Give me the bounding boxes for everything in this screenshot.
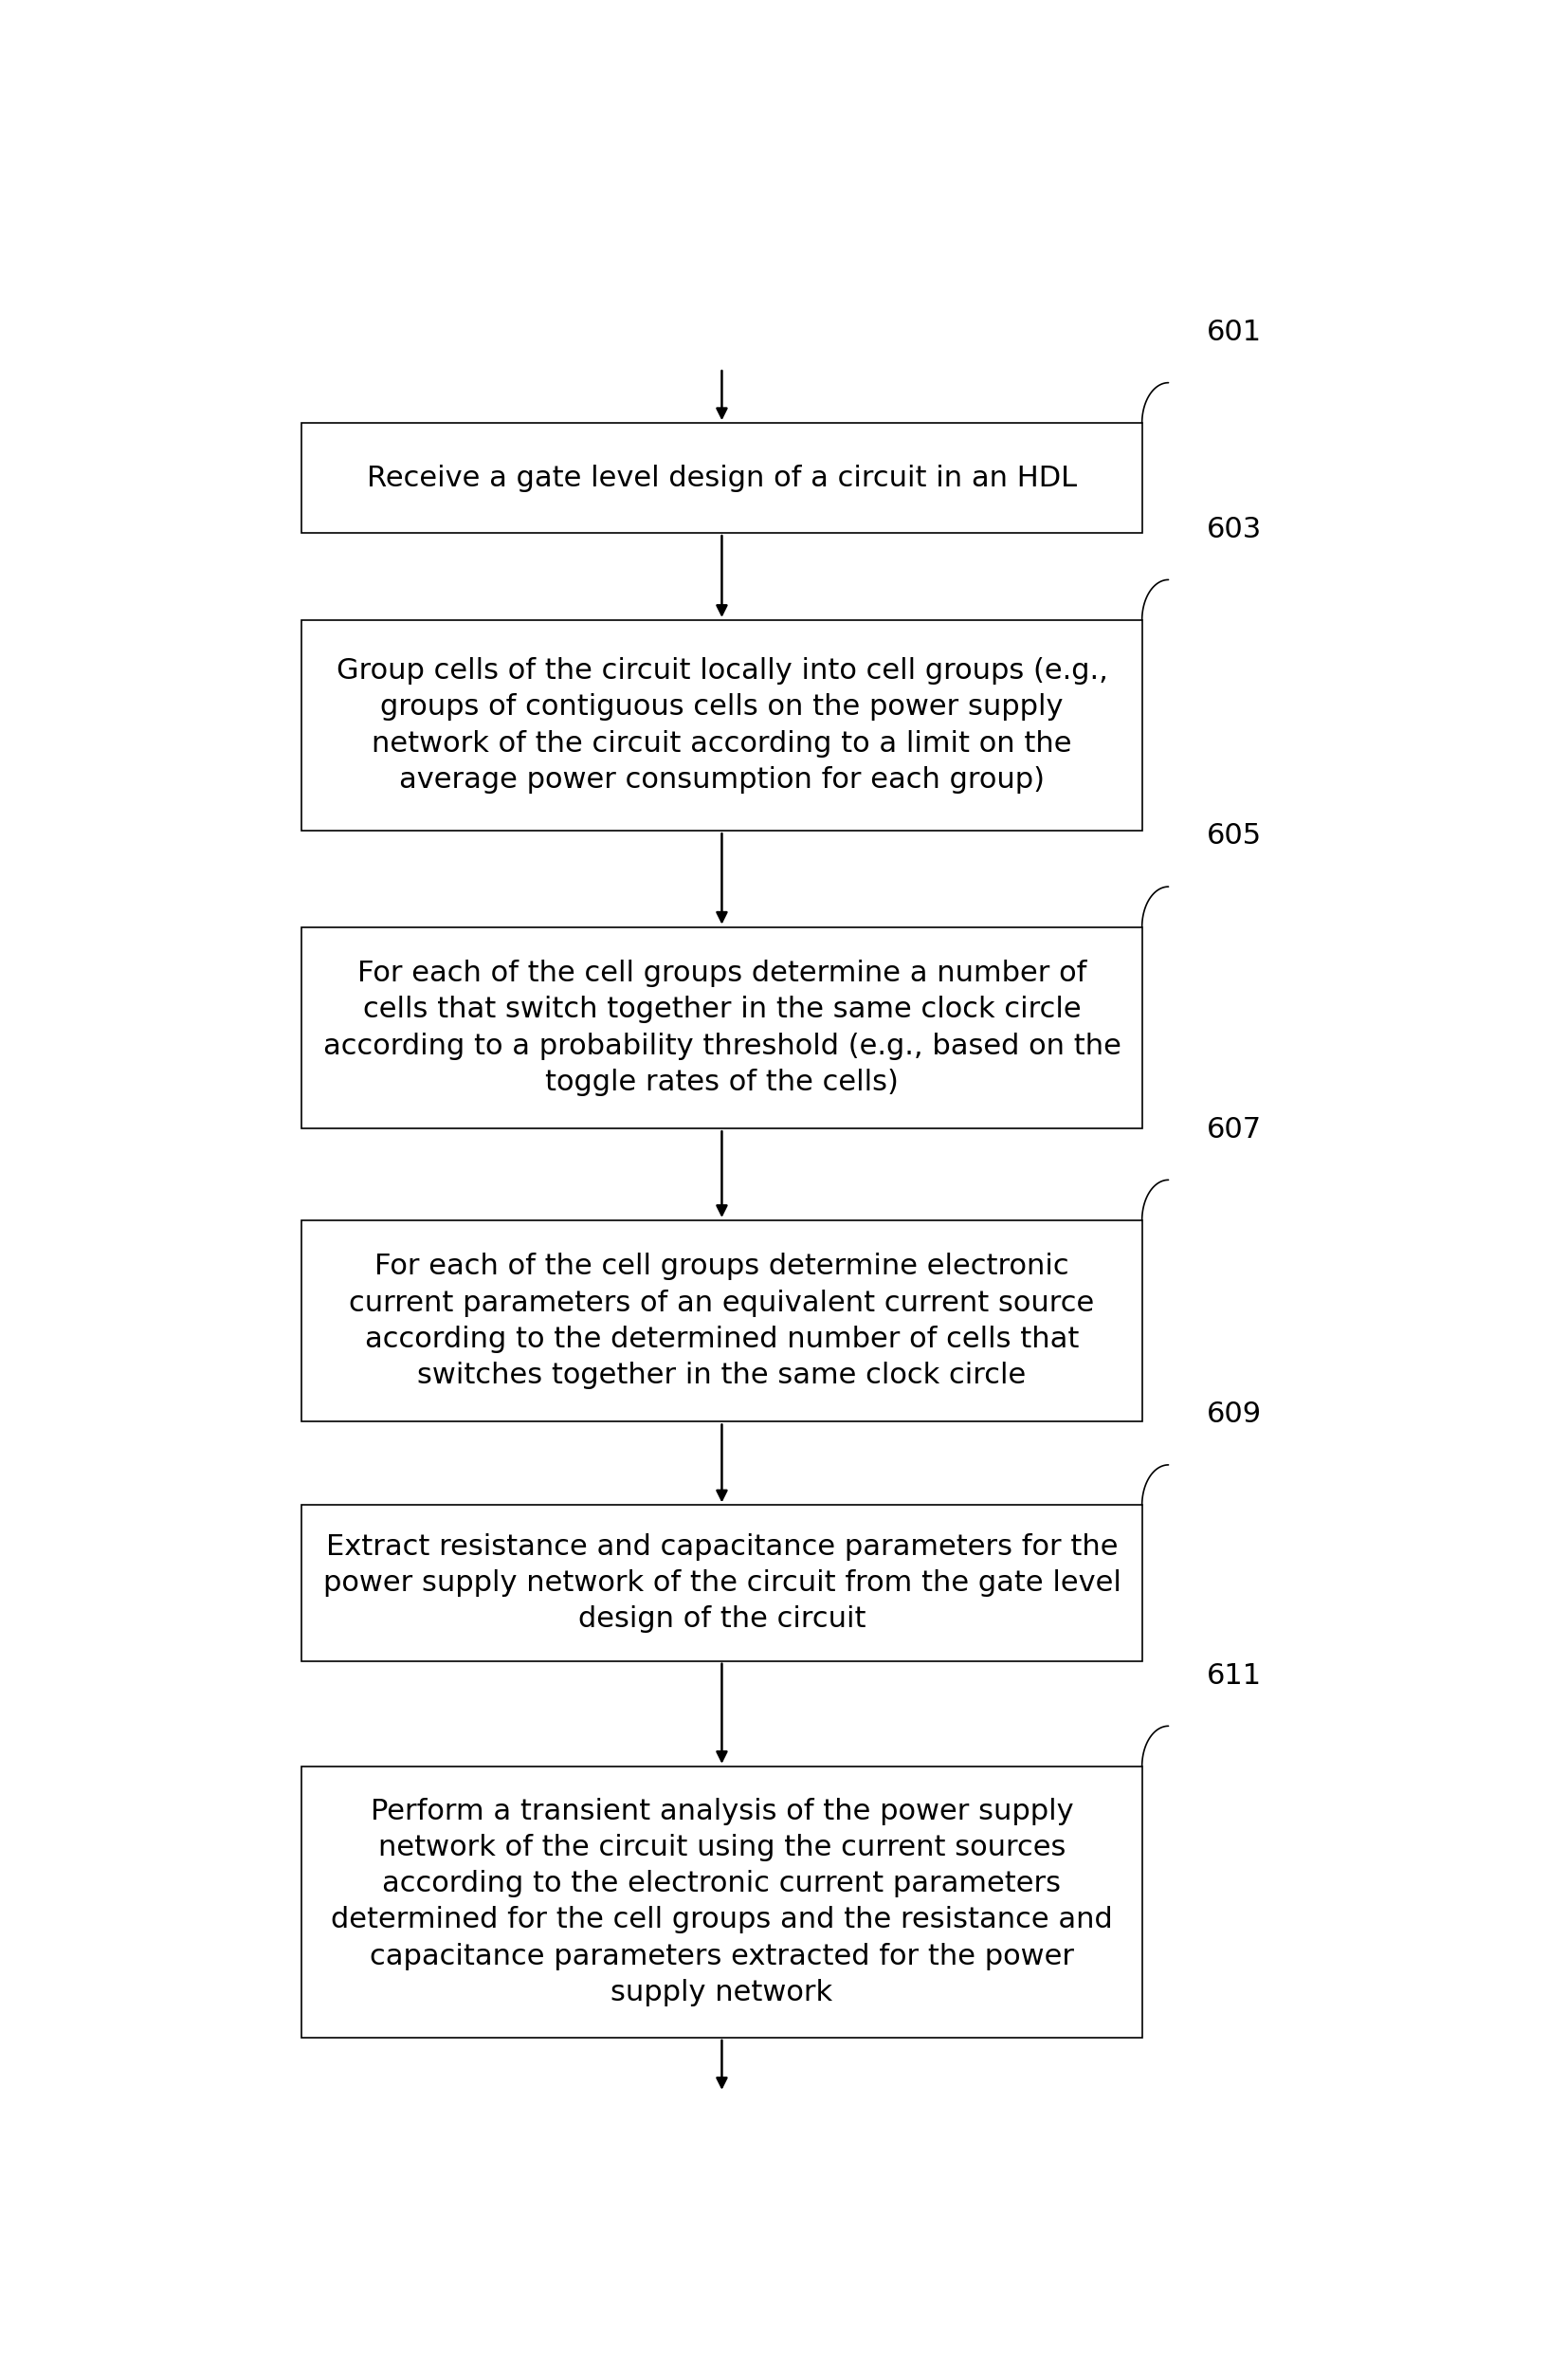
Text: 611: 611 bbox=[1207, 1661, 1262, 1690]
FancyBboxPatch shape bbox=[302, 1504, 1142, 1661]
Text: 601: 601 bbox=[1207, 319, 1262, 345]
Text: Group cells of the circuit locally into cell groups (e.g.,
groups of contiguous : Group cells of the circuit locally into … bbox=[336, 657, 1108, 793]
Text: Extract resistance and capacitance parameters for the
power supply network of th: Extract resistance and capacitance param… bbox=[322, 1533, 1121, 1633]
Text: 605: 605 bbox=[1207, 823, 1262, 850]
FancyBboxPatch shape bbox=[302, 926, 1142, 1128]
Text: For each of the cell groups determine a number of
cells that switch together in : For each of the cell groups determine a … bbox=[322, 959, 1121, 1095]
Text: For each of the cell groups determine electronic
current parameters of an equiva: For each of the cell groups determine el… bbox=[349, 1252, 1095, 1390]
FancyBboxPatch shape bbox=[302, 1766, 1142, 2037]
Text: Receive a gate level design of a circuit in an HDL: Receive a gate level design of a circuit… bbox=[367, 464, 1077, 493]
FancyBboxPatch shape bbox=[302, 621, 1142, 831]
Text: 607: 607 bbox=[1207, 1116, 1262, 1142]
FancyBboxPatch shape bbox=[302, 1221, 1142, 1421]
Text: Perform a transient analysis of the power supply
network of the circuit using th: Perform a transient analysis of the powe… bbox=[331, 1797, 1112, 2006]
FancyBboxPatch shape bbox=[302, 424, 1142, 533]
Text: 603: 603 bbox=[1207, 516, 1262, 543]
Text: 609: 609 bbox=[1207, 1402, 1262, 1428]
